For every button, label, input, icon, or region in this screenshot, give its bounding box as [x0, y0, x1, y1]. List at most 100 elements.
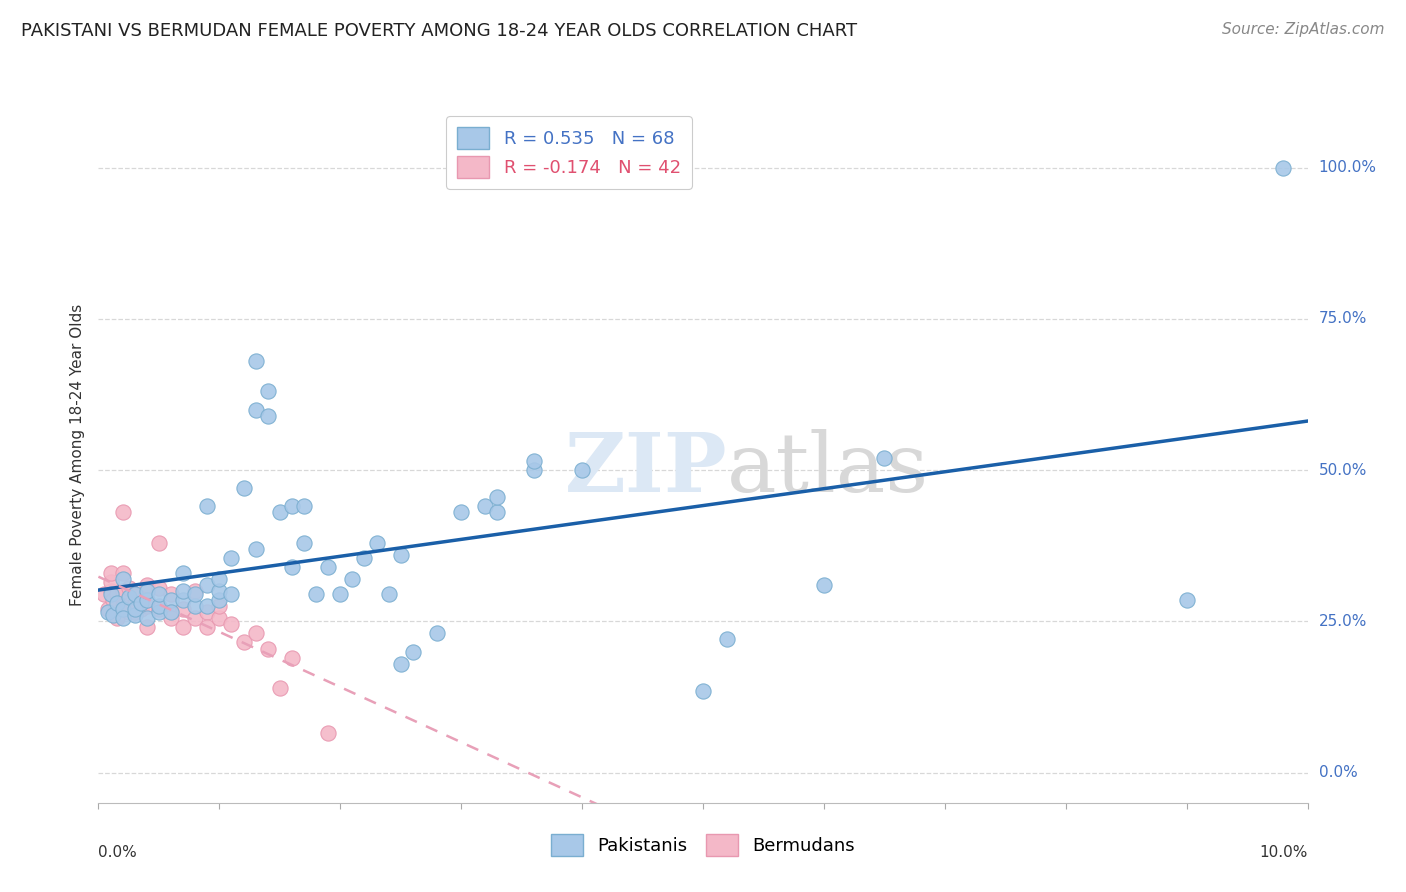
Point: [245, 402, 267, 417]
Y-axis label: Female Poverty Among 18-24 Year Olds: Female Poverty Among 18-24 Year Olds: [69, 304, 84, 606]
Text: 25.0%: 25.0%: [1319, 614, 1367, 629]
Point: [111, 572, 134, 586]
Point: [486, 490, 509, 504]
Point: [101, 608, 124, 623]
Point: [124, 605, 146, 619]
Point: [208, 572, 231, 586]
Point: [208, 593, 231, 607]
Text: atlas: atlas: [727, 429, 929, 508]
Point: [281, 500, 304, 514]
Text: 100.0%: 100.0%: [1319, 160, 1376, 175]
Point: [377, 587, 399, 601]
Point: [256, 384, 278, 399]
Point: [100, 574, 122, 589]
Point: [716, 632, 738, 647]
Text: ZIP: ZIP: [565, 429, 727, 508]
Point: [105, 587, 128, 601]
Point: [184, 587, 207, 601]
Point: [148, 535, 170, 549]
Point: [135, 578, 157, 592]
Point: [873, 450, 896, 465]
Point: [111, 602, 134, 616]
Point: [97, 602, 120, 616]
Point: [97, 605, 120, 619]
Point: [316, 559, 339, 574]
Point: [195, 500, 218, 514]
Point: [256, 409, 278, 423]
Point: [389, 657, 412, 671]
Point: [474, 500, 496, 514]
Point: [195, 578, 218, 592]
Point: [245, 354, 267, 368]
Point: [148, 602, 170, 616]
Point: [124, 602, 146, 616]
Point: [232, 481, 254, 495]
Point: [292, 500, 315, 514]
Point: [184, 584, 207, 599]
Point: [105, 596, 128, 610]
Point: [111, 599, 134, 614]
Point: [172, 602, 194, 616]
Point: [93, 587, 115, 601]
Point: [129, 602, 152, 616]
Point: [172, 593, 194, 607]
Point: [813, 578, 835, 592]
Point: [100, 566, 122, 580]
Point: [245, 626, 267, 640]
Point: [111, 611, 134, 625]
Point: [124, 608, 146, 623]
Point: [124, 587, 146, 601]
Legend: Pakistanis, Bermudans: Pakistanis, Bermudans: [544, 827, 862, 863]
Point: [172, 584, 194, 599]
Point: [523, 454, 546, 468]
Point: [281, 650, 304, 665]
Point: [208, 611, 231, 625]
Point: [118, 581, 141, 595]
Point: [292, 535, 315, 549]
Point: [124, 587, 146, 601]
Point: [571, 463, 593, 477]
Point: [101, 593, 124, 607]
Point: [148, 599, 170, 614]
Point: [160, 587, 183, 601]
Point: [118, 590, 141, 604]
Point: [1272, 161, 1295, 175]
Point: [135, 599, 157, 614]
Text: 0.0%: 0.0%: [98, 845, 138, 860]
Point: [366, 535, 388, 549]
Point: [148, 605, 170, 619]
Point: [329, 587, 352, 601]
Point: [245, 541, 267, 556]
Point: [342, 572, 364, 586]
Point: [160, 611, 183, 625]
Point: [232, 635, 254, 649]
Point: [160, 605, 183, 619]
Point: [111, 566, 134, 580]
Point: [135, 611, 157, 625]
Point: [160, 593, 183, 607]
Point: [135, 593, 157, 607]
Point: [450, 505, 472, 519]
Point: [195, 605, 218, 619]
Text: PAKISTANI VS BERMUDAN FEMALE POVERTY AMONG 18-24 YEAR OLDS CORRELATION CHART: PAKISTANI VS BERMUDAN FEMALE POVERTY AMO…: [21, 22, 858, 40]
Point: [135, 584, 157, 599]
Point: [208, 584, 231, 599]
Point: [111, 584, 134, 599]
Point: [523, 463, 546, 477]
Point: [124, 596, 146, 610]
Text: 10.0%: 10.0%: [1260, 845, 1308, 860]
Point: [184, 599, 207, 614]
Point: [111, 505, 134, 519]
Point: [269, 681, 291, 695]
Point: [221, 550, 243, 565]
Point: [172, 566, 194, 580]
Point: [148, 587, 170, 601]
Point: [135, 620, 157, 634]
Point: [281, 559, 304, 574]
Point: [353, 550, 375, 565]
Point: [100, 584, 122, 599]
Point: [269, 505, 291, 519]
Point: [389, 548, 412, 562]
Point: [184, 611, 207, 625]
Point: [100, 587, 122, 601]
